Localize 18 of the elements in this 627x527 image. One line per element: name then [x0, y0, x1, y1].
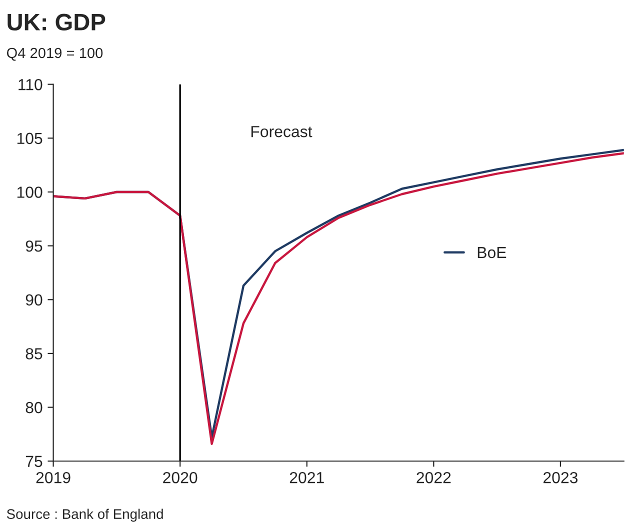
source-note: Source : Bank of England [6, 508, 163, 522]
y-tick-label: 80 [26, 402, 42, 414]
x-tick-label: 2019 [36, 472, 70, 484]
y-tick-label: 95 [26, 240, 42, 252]
x-tick-label: 2020 [163, 472, 198, 484]
x-tick-label: 2023 [544, 472, 578, 484]
y-tick-label: 85 [26, 348, 42, 360]
legend-label: BoE [478, 247, 506, 258]
y-tick-label: 110 [18, 78, 42, 90]
y-tick-label: 75 [26, 456, 42, 468]
chart-subtitle: Q4 2019 = 100 [6, 48, 103, 61]
y-tick-label: 105 [17, 132, 42, 144]
x-tick-label: 2021 [290, 472, 324, 484]
annotation: Forecast [251, 126, 312, 138]
x-tick-label: 2022 [416, 472, 451, 484]
chart-title: UK: GDP [8, 14, 106, 31]
y-tick-label: 90 [26, 294, 42, 306]
y-tick-label: 100 [17, 186, 42, 198]
